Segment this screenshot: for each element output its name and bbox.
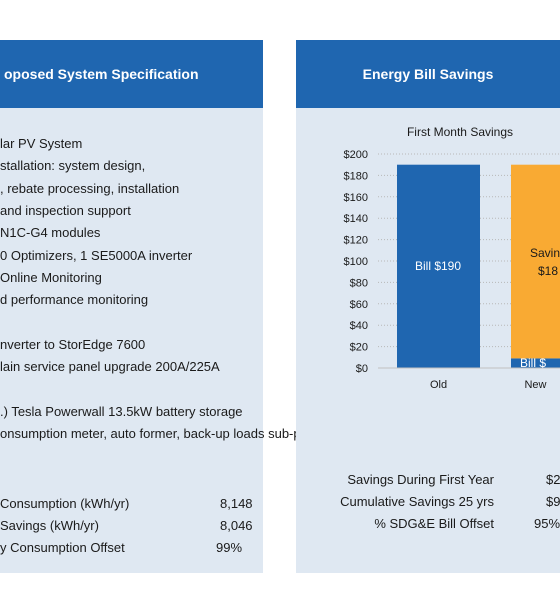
bar-savings (511, 164, 560, 359)
x-tick-label: New (524, 379, 546, 391)
y-tick-label: $140 (344, 213, 368, 225)
y-tick-label: $120 (344, 235, 368, 247)
y-tick-label: $160 (344, 192, 368, 204)
bar-data-label: Bill $ (520, 356, 546, 370)
chart-title: First Month Savings (407, 125, 513, 139)
system-specification-title: oposed System Specification (4, 66, 199, 82)
energy-bill-savings-header: Energy Bill Savings (296, 40, 560, 108)
spec-line: d performance monitoring (0, 292, 149, 308)
y-tick-label: $40 (350, 320, 368, 332)
energy-bill-savings-title: Energy Bill Savings (362, 66, 494, 82)
summary-label: Savings (kWh/yr) (0, 518, 99, 533)
spec-line: 0 Optimizers, 1 SE5000A inverter (0, 247, 193, 263)
savings-label: Savings During First Year (347, 472, 494, 487)
summary-label: y Consumption Offset (0, 540, 125, 555)
y-tick-label: $80 (350, 277, 368, 289)
y-tick-label: $0 (356, 363, 368, 375)
summary-value: 99% (216, 540, 243, 555)
first-month-savings-chart: First Month Savings $0 $20 $40 $60 $80 $100 $12… (344, 125, 560, 391)
system-specification-panel: oposed System Specification lar PV Syste… (0, 40, 325, 573)
spec-line: onsumption meter, auto former, back-up l… (0, 425, 326, 441)
savings-value: $2 (546, 472, 560, 487)
spec-line: , rebate processing, installation (0, 180, 180, 196)
bar-bill (397, 164, 480, 368)
savings-label: Cumulative Savings 25 yrs (340, 494, 494, 509)
savings-label: % SDG&E Bill Offset (374, 516, 494, 531)
savings-value: 95% (534, 516, 560, 531)
spec-line: lain service panel upgrade 200A/225A (0, 359, 220, 374)
bar-data-label: Savin (530, 246, 560, 260)
bar-data-label: $18 (538, 264, 558, 278)
spec-line: .) Tesla Powerwall 13.5kW battery storag… (0, 403, 243, 419)
spec-line: lar PV System (0, 136, 83, 151)
summary-value: 8,046 (220, 518, 253, 533)
y-tick-label: $20 (350, 342, 368, 354)
savings-value: $98 (546, 494, 560, 509)
spec-line: and inspection support (0, 202, 131, 218)
system-specification-header: oposed System Specification (0, 40, 263, 108)
y-tick-label: $180 (344, 170, 368, 182)
bar-data-label: Bill $190 (415, 259, 461, 273)
spec-line: nverter to StorEdge 7600 (0, 336, 146, 352)
bar-bill (511, 358, 560, 368)
spec-line: Online Monitoring (0, 269, 102, 285)
y-tick-label: $100 (344, 256, 368, 268)
spec-line: N1C-G4 modules (0, 225, 101, 241)
y-tick-label: $200 (344, 149, 368, 161)
spec-line: stallation: system design, (0, 158, 146, 174)
x-tick-label: Old (430, 379, 447, 391)
summary-label: Consumption (kWh/yr) (0, 496, 130, 511)
y-tick-label: $60 (350, 299, 368, 311)
summary-value: 8,148 (220, 496, 253, 511)
